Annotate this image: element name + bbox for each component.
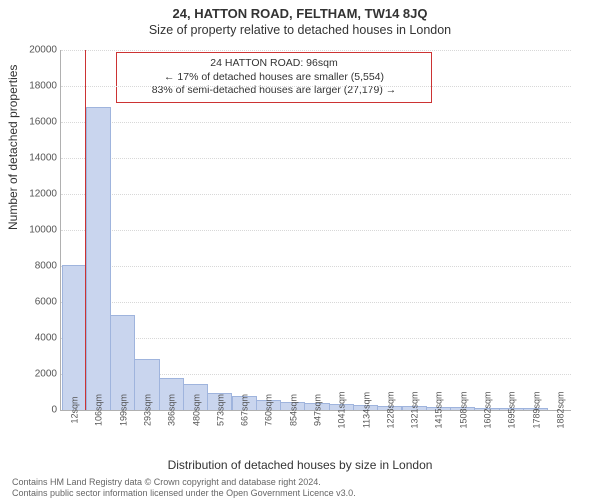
credit-line1: Contains HM Land Registry data © Crown c… [12,477,356,487]
xtick-label: 106sqm [91,394,104,426]
xtick-label: 1134sqm [358,392,371,428]
gridline [61,338,571,339]
ytick-label: 20000 [29,45,61,56]
chart-title: 24, HATTON ROAD, FELTHAM, TW14 8JQ [0,0,600,21]
chart-subtitle: Size of property relative to detached ho… [0,21,600,37]
xtick-label: 1041sqm [334,391,347,428]
xtick-label: 573sqm [212,394,225,426]
xtick-label: 386sqm [164,394,177,426]
xtick-label: 667sqm [237,394,250,426]
xtick-label: 1695sqm [504,391,517,428]
ytick-label: 14000 [29,153,61,164]
gridline [61,266,571,267]
credit-line2: Contains public sector information licen… [12,488,356,498]
xtick-label: 293sqm [140,394,153,426]
xtick-label: 199sqm [115,394,128,426]
xtick-label: 1228sqm [382,391,395,428]
ytick-label: 6000 [35,297,61,308]
gridline [61,122,571,123]
xtick-label: 1415sqm [431,391,444,428]
ytick-label: 18000 [29,81,61,92]
gridline [61,158,571,159]
xtick-label: 1789sqm [528,391,541,428]
ytick-label: 2000 [35,369,61,380]
gridline [61,194,571,195]
xtick-label: 12sqm [67,396,80,423]
ytick-label: 16000 [29,117,61,128]
gridline [61,230,571,231]
ytick-label: 0 [51,405,61,416]
annotation-line1: 24 HATTON ROAD: 96sqm [125,57,423,71]
property-marker-line [85,50,86,410]
xtick-label: 947sqm [310,394,323,426]
y-axis-label: Number of detached properties [6,65,20,230]
gridline [61,302,571,303]
xtick-label: 760sqm [261,394,274,426]
annotation-line2: ← 17% of detached houses are smaller (5,… [125,71,423,85]
histogram-bar [86,107,111,410]
annotation-box: 24 HATTON ROAD: 96sqm ← 17% of detached … [116,52,432,103]
ytick-label: 8000 [35,261,61,272]
x-axis-label: Distribution of detached houses by size … [0,458,600,472]
xtick-label: 480sqm [188,394,201,426]
xtick-label: 1882sqm [552,391,565,428]
xtick-label: 1321sqm [407,391,420,428]
xtick-label: 1602sqm [480,391,493,428]
ytick-label: 10000 [29,225,61,236]
xtick-label: 1508sqm [455,391,468,428]
plot-area: 24 HATTON ROAD: 96sqm ← 17% of detached … [60,50,571,411]
ytick-label: 4000 [35,333,61,344]
gridline [61,50,571,51]
ytick-label: 12000 [29,189,61,200]
xtick-label: 854sqm [285,394,298,426]
chart-container: 24, HATTON ROAD, FELTHAM, TW14 8JQ Size … [0,0,600,500]
gridline [61,86,571,87]
histogram-bar [62,265,87,410]
credit-text: Contains HM Land Registry data © Crown c… [12,477,356,498]
